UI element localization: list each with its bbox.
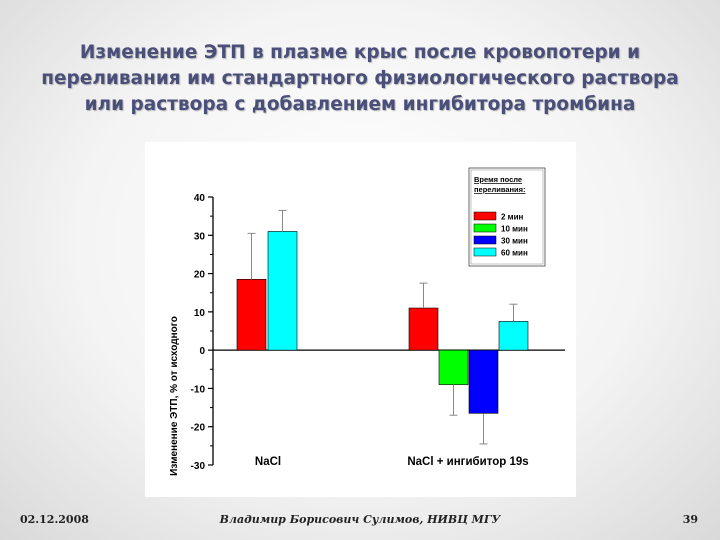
legend-title-line-1: переливания: (474, 185, 526, 194)
y-tick-label-1: -20 (191, 423, 206, 434)
bar-0-3 (267, 231, 298, 351)
legend-inner-border (470, 169, 544, 265)
legend-label-1: 10 мин (501, 225, 528, 234)
y-axis-label: Изменение ЭТП, % от исходного (169, 316, 180, 476)
legend-title-line-0: Время после (474, 175, 522, 184)
bar-1-3 (498, 321, 529, 351)
bar-0-0 (236, 279, 267, 351)
y-tick-label-4: 10 (194, 308, 206, 319)
y-tick-label-6: 30 (194, 231, 206, 242)
legend-swatch-2 (473, 235, 497, 245)
y-tick-label-0: -30 (191, 461, 206, 472)
bar-1-0 (408, 307, 439, 351)
slide-title: Изменение ЭТП в плазме крыс после кровоп… (20, 40, 700, 118)
category-label-0: NaCl (255, 456, 281, 468)
legend-label-3: 60 мин (501, 249, 528, 258)
chart-panel: -30 -20 -10 0 10 20 30 40 Изменение ЭТП, % от ис… (145, 142, 576, 497)
category-label-1: NaCl + ингибитор 19s (407, 456, 528, 468)
bar-1-1 (438, 349, 469, 385)
title-line-3: или раствора с добавлением ингибитора тр… (84, 94, 636, 115)
etp-bar-chart: -30 -20 -10 0 10 20 30 40 Изменение ЭТП, % от ис… (169, 167, 565, 476)
title-line-2: переливания им стандартного физиологичес… (41, 68, 679, 89)
legend-swatch-3 (473, 247, 497, 257)
slide-date: 02.12.2008 (20, 513, 89, 526)
legend-label-0: 2 мин (501, 213, 524, 222)
y-tick-label-3: 0 (199, 346, 205, 357)
title-line-1: Изменение ЭТП в плазме крыс после кровоп… (79, 42, 641, 63)
legend-swatch-0 (473, 211, 497, 221)
slide-page-number: 39 (682, 513, 698, 526)
slide-author: Владимир Борисович Сулимов, НИВЦ МГУ (219, 513, 501, 526)
bar-1-2 (468, 349, 499, 414)
y-tick-label-7: 40 (194, 193, 206, 204)
y-tick-label-5: 20 (194, 270, 206, 281)
legend-label-2: 30 мин (501, 237, 528, 246)
y-tick-label-2: -10 (191, 384, 206, 395)
legend-swatch-1 (473, 223, 497, 233)
